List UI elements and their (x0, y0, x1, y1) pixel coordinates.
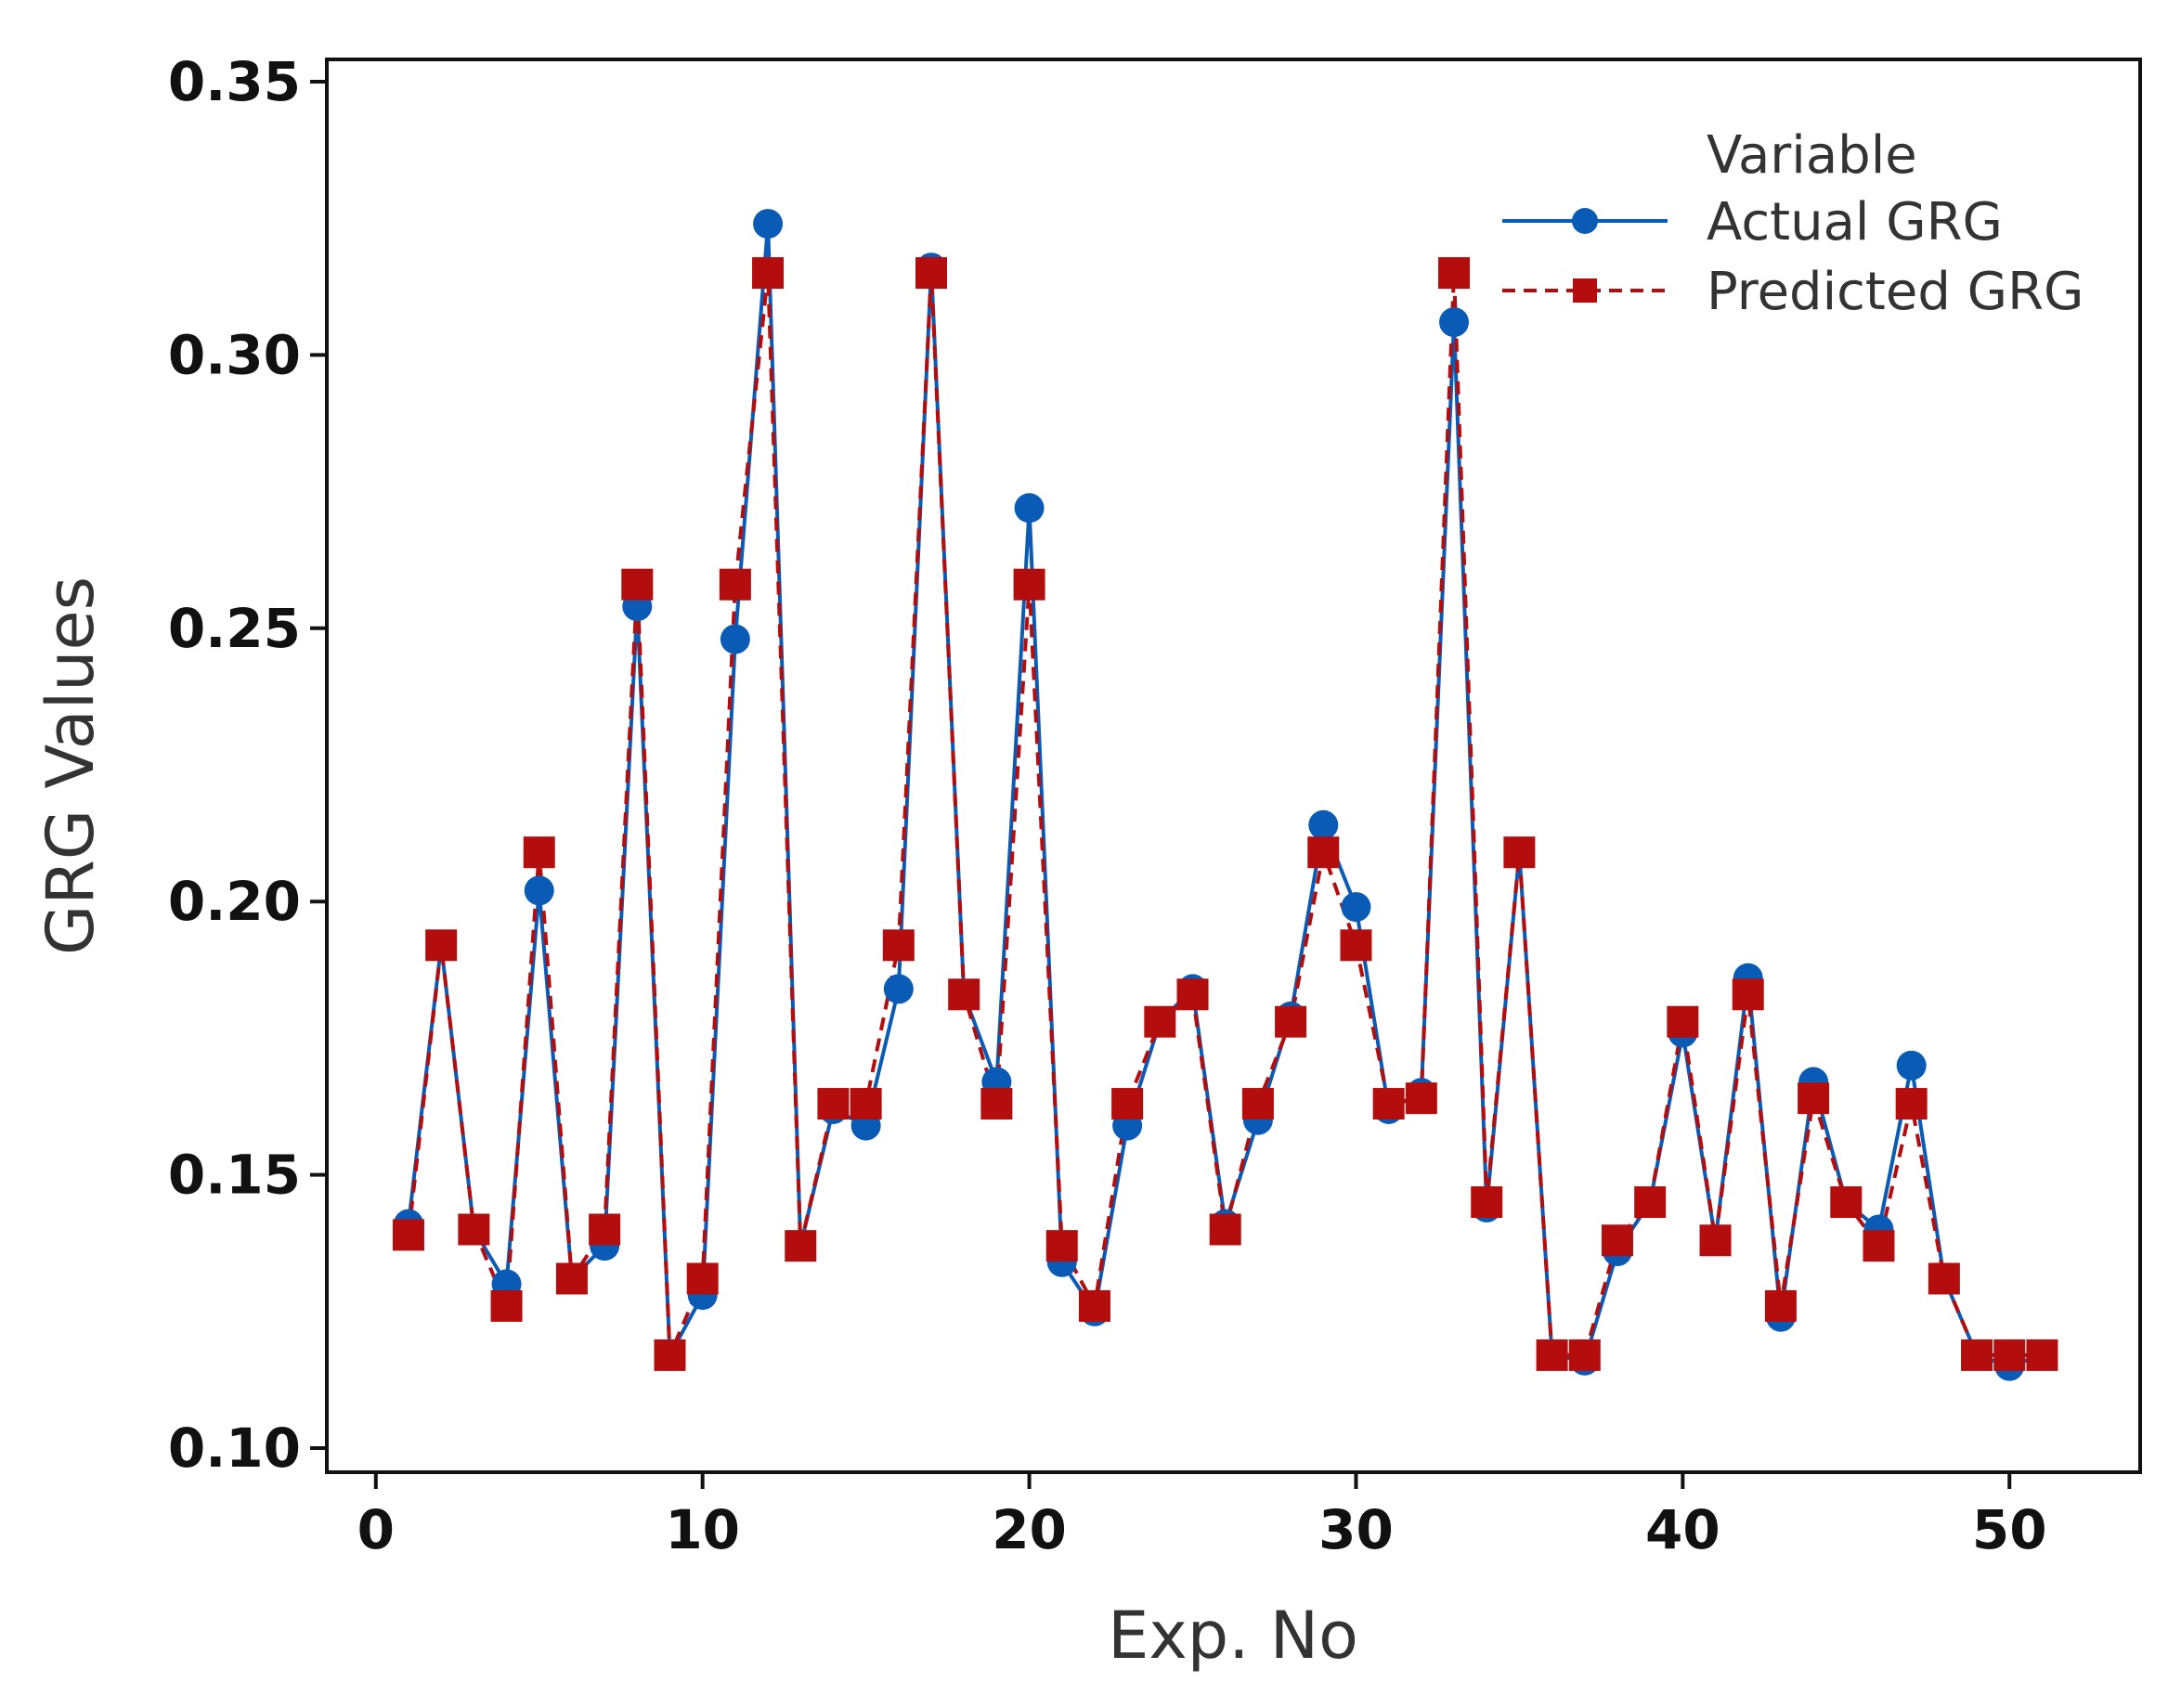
legend-predicted-label: Predicted GRG (1707, 262, 2084, 322)
data-point-actual-grg-47 (1896, 1050, 1927, 1080)
data-point-actual-grg-30 (1341, 892, 1371, 923)
data-point-predicted-grg-35 (1503, 836, 1536, 869)
data-point-predicted-grg-8 (621, 568, 654, 601)
data-point-predicted-grg-40 (1667, 1005, 1699, 1038)
series-markers (392, 209, 2058, 1381)
legend-title: Variable (1707, 125, 1917, 186)
y-tick-label-0.10: 0.10 (168, 1417, 301, 1480)
y-axis: 0.10 0.15 0.20 0.25 0.30 0.35 (168, 50, 327, 1480)
data-point-predicted-grg-4 (490, 1289, 523, 1322)
data-point-actual-grg-33 (1439, 307, 1470, 338)
x-tick-label-20: 20 (992, 1498, 1067, 1561)
data-point-predicted-grg-41 (1699, 1224, 1732, 1257)
data-point-predicted-grg-34 (1471, 1186, 1503, 1219)
data-point-predicted-grg-12 (752, 257, 785, 290)
data-point-predicted-grg-43 (1764, 1289, 1797, 1322)
data-point-predicted-grg-7 (589, 1213, 621, 1246)
x-tick-label-50: 50 (1972, 1498, 2047, 1561)
legend: Variable Actual GRG Predicted GRG (1502, 125, 2084, 322)
data-point-predicted-grg-2 (425, 929, 458, 962)
y-tick-label-0.35: 0.35 (168, 50, 301, 113)
data-point-predicted-grg-42 (1732, 978, 1764, 1011)
data-point-predicted-grg-30 (1340, 929, 1372, 962)
data-point-predicted-grg-5 (523, 836, 555, 869)
data-point-actual-grg-5 (524, 875, 554, 906)
data-point-predicted-grg-14 (817, 1088, 850, 1120)
data-point-predicted-grg-36 (1536, 1339, 1568, 1371)
data-point-predicted-grg-19 (980, 1088, 1013, 1120)
data-point-predicted-grg-22 (1078, 1289, 1110, 1322)
x-tick-label-40: 40 (1645, 1498, 1720, 1561)
data-point-predicted-grg-49 (1961, 1339, 1993, 1371)
data-point-predicted-grg-47 (1895, 1088, 1928, 1120)
x-axis: 0 10 20 30 40 50 (357, 1472, 2047, 1561)
x-tick-label-10: 10 (665, 1498, 740, 1561)
data-point-predicted-grg-23 (1111, 1088, 1144, 1120)
data-point-predicted-grg-21 (1045, 1230, 1078, 1262)
data-point-actual-grg-11 (720, 624, 750, 654)
data-point-predicted-grg-1 (392, 1219, 424, 1251)
data-point-predicted-grg-45 (1830, 1186, 1863, 1219)
data-point-predicted-grg-20 (1013, 568, 1045, 601)
data-point-predicted-grg-33 (1438, 257, 1471, 290)
data-point-predicted-grg-3 (458, 1213, 490, 1246)
data-point-predicted-grg-44 (1798, 1082, 1830, 1115)
data-point-predicted-grg-26 (1209, 1213, 1241, 1246)
data-point-predicted-grg-15 (850, 1088, 882, 1120)
series-markers-predicted-grg (392, 257, 2058, 1371)
data-point-actual-grg-29 (1308, 809, 1339, 840)
data-point-predicted-grg-48 (1928, 1262, 1960, 1295)
data-point-predicted-grg-9 (654, 1339, 686, 1371)
y-tick-label-0.30: 0.30 (168, 323, 301, 386)
y-tick-label-0.25: 0.25 (168, 597, 301, 660)
data-point-predicted-grg-29 (1307, 836, 1340, 869)
x-axis-title: Exp. No (1108, 1598, 1358, 1674)
data-point-predicted-grg-28 (1275, 1005, 1307, 1038)
legend-item-actual-grg: Actual GRG (1502, 192, 2003, 252)
y-axis-title: GRG Values (32, 576, 109, 955)
data-point-predicted-grg-50 (1993, 1339, 2026, 1371)
data-point-predicted-grg-27 (1241, 1088, 1274, 1120)
data-point-predicted-grg-11 (719, 568, 751, 601)
data-point-actual-grg-12 (753, 209, 784, 239)
legend-actual-label: Actual GRG (1707, 192, 2003, 252)
plot-area-frame (325, 58, 2142, 1474)
legend-actual-marker (1572, 208, 1598, 234)
data-point-predicted-grg-37 (1568, 1339, 1601, 1371)
data-point-actual-grg-20 (1014, 493, 1045, 524)
legend-item-predicted-grg: Predicted GRG (1502, 262, 2084, 322)
x-tick-label-30: 30 (1318, 1498, 1394, 1561)
data-point-predicted-grg-31 (1372, 1088, 1405, 1120)
data-point-predicted-grg-25 (1176, 978, 1209, 1011)
data-point-predicted-grg-46 (1863, 1230, 1895, 1262)
legend-predicted-marker (1573, 278, 1597, 303)
y-tick-label-0.20: 0.20 (168, 870, 301, 933)
data-point-predicted-grg-10 (686, 1262, 719, 1295)
data-point-predicted-grg-17 (915, 257, 947, 290)
data-point-predicted-grg-38 (1601, 1224, 1633, 1257)
x-tick-label-0: 0 (357, 1498, 395, 1561)
data-point-predicted-grg-51 (2026, 1339, 2058, 1371)
data-point-predicted-grg-16 (882, 929, 915, 962)
data-point-predicted-grg-18 (948, 978, 980, 1011)
y-tick-label-0.15: 0.15 (168, 1144, 301, 1207)
data-point-predicted-grg-6 (555, 1262, 588, 1295)
data-point-predicted-grg-13 (785, 1230, 817, 1262)
data-point-predicted-grg-24 (1144, 1005, 1176, 1038)
data-point-predicted-grg-39 (1634, 1186, 1667, 1219)
data-point-predicted-grg-32 (1405, 1082, 1437, 1115)
data-point-actual-grg-16 (883, 974, 914, 1004)
